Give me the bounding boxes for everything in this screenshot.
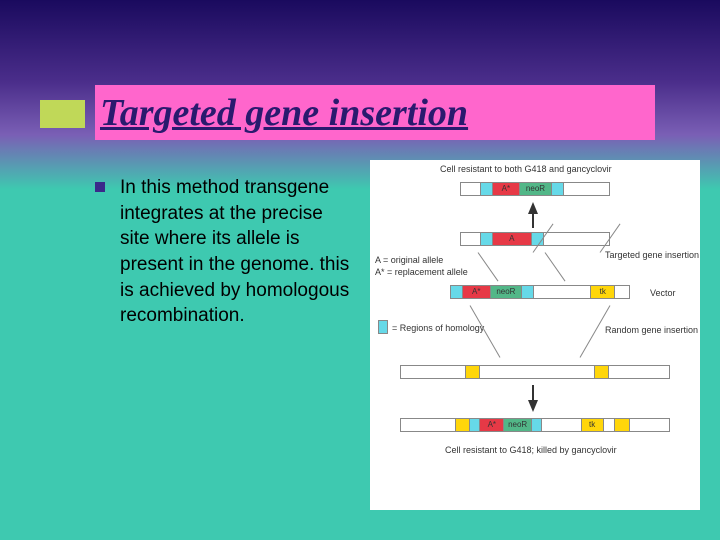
legend-swatch-cyan [378,320,388,334]
label-random: Random gene insertion [605,325,698,335]
legend-regions: = Regions of homology [392,323,484,333]
legend-a-star: A* = replacement allele [375,267,468,277]
arrow-down-1 [528,400,538,412]
top-caption: Cell resistant to both G418 and gancyclo… [440,164,612,174]
bar-targeted-result: A* neoR [460,182,610,196]
title-container: Targeted gene insertion [95,85,655,140]
bullet-icon [95,182,105,192]
gene-insertion-diagram: Cell resistant to both G418 and gancyclo… [370,160,700,510]
label-targeted: Targeted gene insertion [605,250,699,260]
legend-a: A = original allele [375,255,443,265]
slide-title: Targeted gene insertion [100,91,468,135]
cross-line-1 [478,252,499,281]
bar-random-genome [400,365,670,379]
bar-random-result: A* neoR tk [400,418,670,432]
cross-line-3 [545,252,566,281]
arrow-shaft-1 [532,214,534,228]
bar-vector: A* neoR tk [450,285,630,299]
bottom-caption: Cell resistant to G418; killed by gancyc… [445,445,617,455]
arrow-up-1 [528,202,538,214]
label-vector: Vector [650,288,676,298]
body-paragraph: In this method transgene integrates at t… [120,175,350,329]
bar-original: A [460,232,610,246]
title-accent-bar [40,100,85,128]
